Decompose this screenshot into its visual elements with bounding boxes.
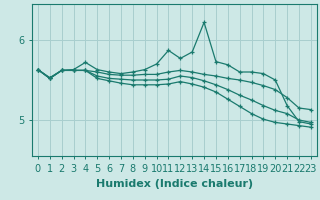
X-axis label: Humidex (Indice chaleur): Humidex (Indice chaleur)	[96, 179, 253, 189]
